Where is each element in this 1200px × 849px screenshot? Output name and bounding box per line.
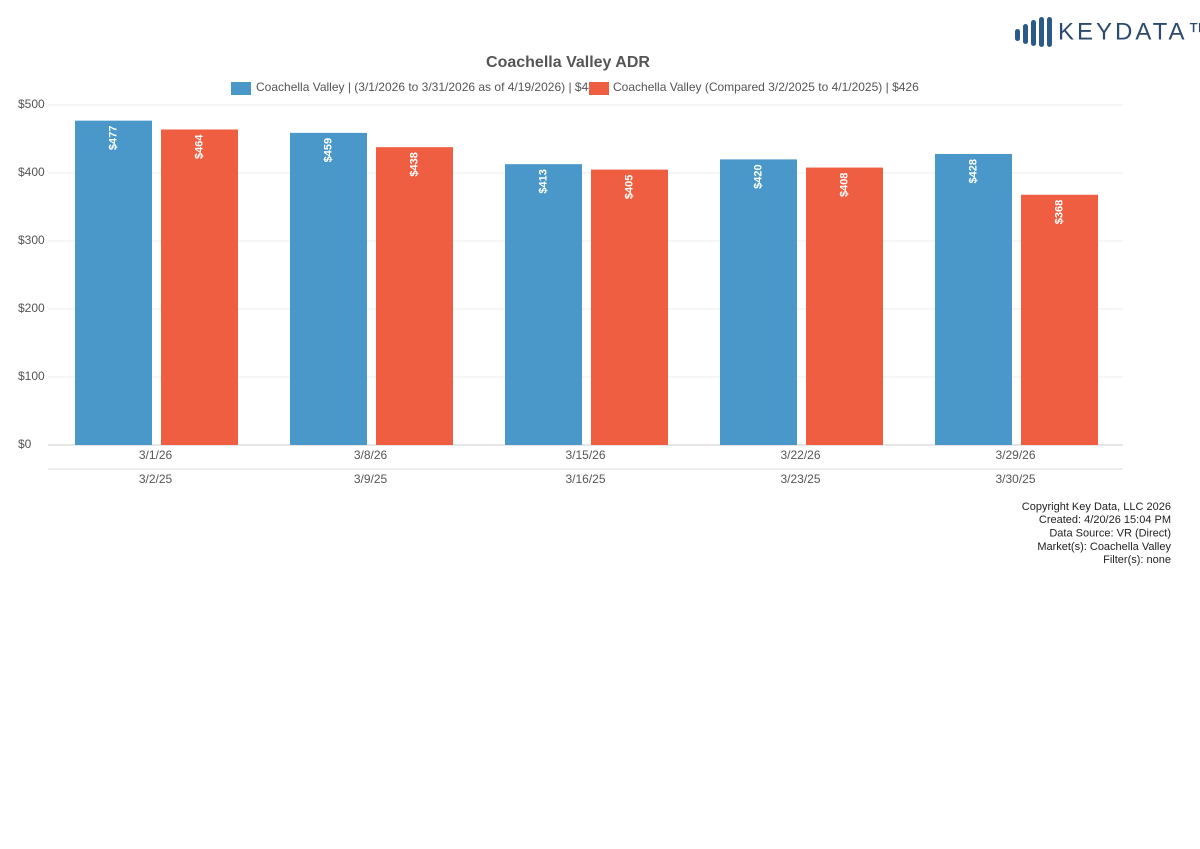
bar — [75, 120, 152, 445]
footer-line: Filter(s): none — [1103, 554, 1171, 566]
x-tick-label: 3/8/26 — [354, 448, 388, 462]
value-label: $413 — [537, 169, 549, 193]
value-label: $408 — [838, 173, 850, 197]
bar — [376, 147, 453, 445]
x-tick-label-secondary: 3/16/25 — [565, 472, 605, 486]
legend-label: Coachella Valley (Compared 3/2/2025 to 4… — [613, 80, 919, 94]
bar — [591, 169, 668, 445]
y-tick-label: $500 — [18, 97, 45, 111]
legend-label: Coachella Valley | (3/1/2026 to 3/31/202… — [256, 80, 602, 94]
chart-title: Coachella Valley ADR — [486, 54, 650, 71]
bar — [290, 132, 367, 445]
bar — [806, 167, 883, 445]
x-tick-label: 3/22/26 — [780, 448, 820, 462]
y-tick-label: $100 — [18, 369, 45, 383]
x-tick-label: 3/1/26 — [139, 448, 173, 462]
x-tick-label: 3/15/26 — [565, 448, 605, 462]
value-label: $438 — [408, 152, 420, 176]
value-label: $368 — [1053, 200, 1065, 224]
legend-swatch — [231, 82, 251, 95]
value-label: $428 — [967, 159, 979, 183]
logo-text: KEYDATA™ — [1058, 18, 1200, 45]
bar — [935, 153, 1012, 445]
value-label: $459 — [322, 138, 334, 162]
y-tick-label: $0 — [18, 437, 32, 451]
value-label: $405 — [623, 175, 635, 199]
x-tick-label-secondary: 3/2/25 — [139, 472, 173, 486]
bar — [1021, 194, 1098, 445]
bar — [505, 164, 582, 445]
footer-line: Created: 4/20/26 15:04 PM — [1039, 514, 1171, 526]
legend-swatch — [589, 82, 609, 95]
footer-line: Copyright Key Data, LLC 2026 — [1022, 501, 1171, 513]
bar — [720, 159, 797, 445]
bar — [161, 129, 238, 446]
logo-icon — [1015, 17, 1052, 47]
x-tick-label-secondary: 3/9/25 — [354, 472, 388, 486]
value-label: $464 — [193, 134, 205, 159]
y-tick-label: $300 — [18, 233, 45, 247]
footer-line: Market(s): Coachella Valley — [1037, 541, 1171, 553]
x-tick-label: 3/29/26 — [995, 448, 1035, 462]
x-tick-label-secondary: 3/23/25 — [780, 472, 820, 486]
x-tick-label-secondary: 3/30/25 — [995, 472, 1035, 486]
value-label: $477 — [107, 126, 119, 150]
value-label: $420 — [752, 164, 764, 188]
y-tick-label: $400 — [18, 165, 45, 179]
y-tick-label: $200 — [18, 301, 45, 315]
footer-line: Data Source: VR (Direct) — [1049, 528, 1171, 540]
